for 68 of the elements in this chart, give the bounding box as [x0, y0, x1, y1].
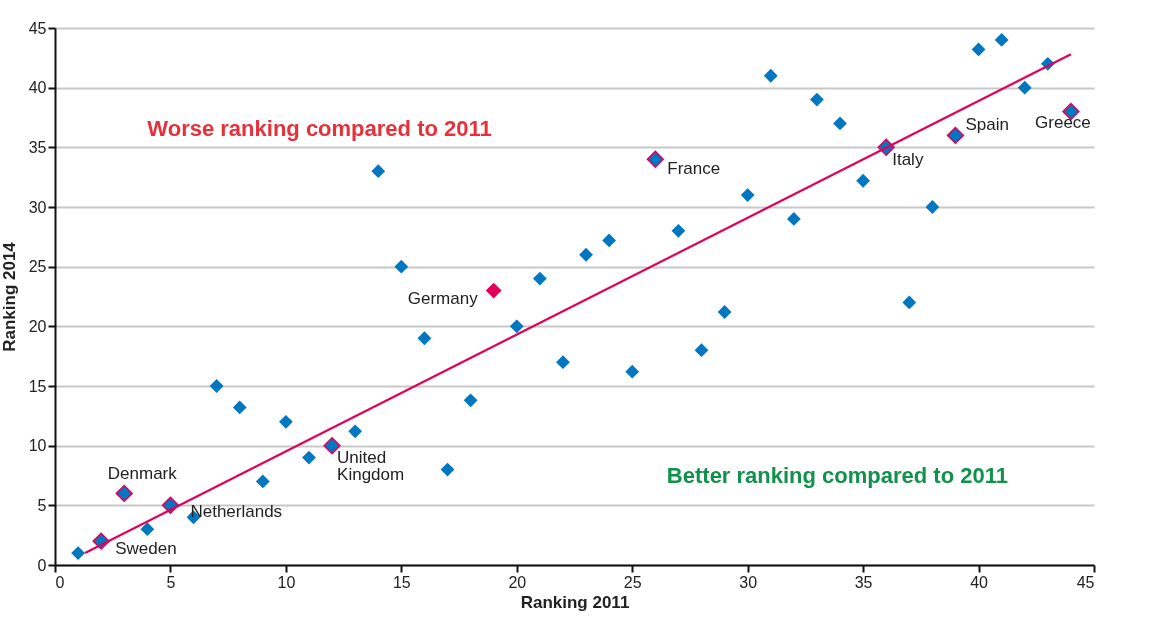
point [417, 331, 432, 346]
point [232, 400, 247, 415]
annotation: France [667, 159, 721, 179]
x-tick-label: 5 [166, 573, 176, 591]
x-tick-label: 10 [277, 573, 296, 591]
point [946, 126, 965, 145]
point [625, 364, 640, 379]
point [463, 393, 478, 408]
point [717, 305, 732, 319]
point [763, 68, 778, 83]
x-tick-label: 40 [970, 573, 989, 591]
point [532, 271, 547, 286]
x-tick-label: 45 [1076, 573, 1095, 591]
point [140, 522, 155, 537]
point [371, 164, 386, 179]
y-tick-label: 25 [28, 258, 47, 276]
point [348, 424, 363, 439]
point [833, 116, 847, 131]
y-tick-label: 20 [28, 317, 47, 335]
point [994, 33, 1009, 47]
x-tick-label: 30 [739, 573, 758, 591]
x-tick-label: 25 [623, 573, 642, 591]
annotation: Spain [965, 115, 1009, 135]
y-tick-label: 35 [28, 138, 47, 156]
point [115, 484, 133, 503]
annotation: Italy [892, 150, 924, 170]
point [509, 319, 524, 334]
point [671, 223, 686, 238]
y-axis-title: Ranking 2014 [0, 241, 19, 352]
point [279, 414, 293, 429]
y-tick-label: 10 [28, 437, 47, 455]
point [740, 188, 755, 202]
annotation: Greece [1035, 112, 1091, 132]
y-tick-label: 5 [37, 496, 47, 514]
point [1017, 80, 1032, 95]
annotation: Germany [407, 288, 479, 308]
point [71, 546, 85, 560]
y-tick-label: 45 [28, 19, 47, 37]
y-tick-label: 30 [28, 198, 47, 216]
y-tick-label: 0 [37, 556, 47, 574]
annotation: Better ranking compared to 2011 [666, 462, 1008, 488]
point [786, 212, 801, 226]
point [302, 450, 316, 465]
point [602, 233, 617, 248]
point [856, 173, 870, 188]
point [209, 379, 224, 393]
point [485, 282, 502, 299]
point [646, 150, 664, 168]
annotation: Sweden [115, 539, 177, 559]
y-tick-label: 15 [28, 377, 47, 395]
point [579, 247, 593, 262]
y-tick-label: 40 [28, 79, 47, 97]
annotation: Worse ranking compared to 2011 [147, 116, 492, 142]
point [255, 474, 270, 489]
point [556, 355, 570, 370]
x-tick-label: 20 [508, 573, 527, 591]
point [925, 200, 940, 214]
point [902, 295, 917, 310]
point [694, 343, 709, 358]
annotation: Netherlands [190, 502, 283, 522]
x-tick-label: 0 [55, 573, 65, 591]
annotation: Denmark [107, 464, 178, 484]
annotation: United Kingdom [337, 447, 405, 484]
point [394, 259, 409, 274]
point [810, 92, 824, 107]
x-tick-label: 35 [854, 573, 873, 591]
x-tick-label: 15 [392, 573, 411, 591]
x-axis-title: Ranking 2011 [520, 592, 630, 612]
